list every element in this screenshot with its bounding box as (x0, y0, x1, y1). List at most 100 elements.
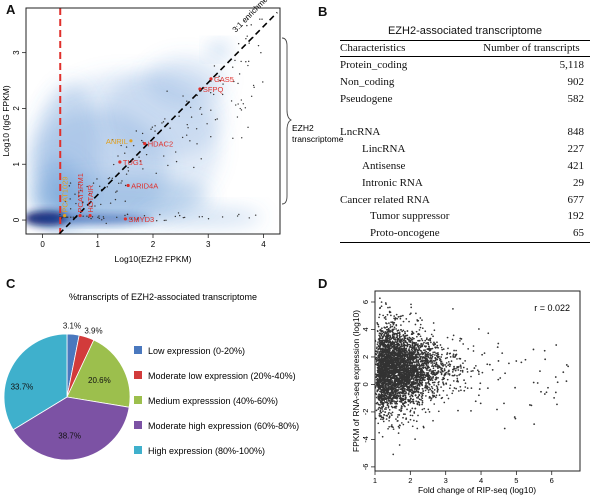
scatter-point-d (434, 359, 437, 362)
scatter-point-d (389, 340, 392, 342)
scatter-point (254, 214, 257, 216)
scatter-point-d (395, 405, 398, 408)
scatter-point-d (376, 364, 379, 367)
scatter-point-d (416, 380, 418, 383)
scatter-point-d (427, 353, 429, 356)
pie-label: 3.9% (84, 327, 102, 336)
scatter-point-d (470, 370, 473, 373)
scatter-point-d (383, 350, 385, 353)
scatter-point-d (446, 394, 448, 397)
scatter-point-d (437, 356, 439, 359)
gene-point (129, 139, 133, 143)
scatter-point (139, 160, 142, 162)
scatter-point-d (441, 348, 444, 351)
scatter-point-d (386, 374, 389, 377)
scatter-point-d (382, 336, 384, 338)
scatter-point-d (383, 326, 386, 329)
scatter-point-d (451, 338, 454, 341)
scatter-point (189, 140, 191, 142)
scatter-point-d (390, 354, 392, 357)
scatter-point-d (435, 376, 438, 379)
scatter-point-d (415, 368, 417, 371)
scatter-point-d (432, 335, 434, 338)
scatter-point-d (481, 371, 484, 374)
scatter-point-d (412, 332, 415, 335)
scatter-point-d (420, 352, 423, 354)
scatter-point (126, 213, 129, 215)
scatter-point-d (395, 395, 397, 398)
scatter-point (199, 108, 201, 110)
scatter-point (210, 109, 212, 111)
scatter-point-d (415, 388, 417, 390)
scatter-point (221, 216, 224, 218)
scatter-point-d (430, 389, 433, 392)
scatter-point-d (421, 393, 423, 396)
scatter-point-d (380, 374, 382, 377)
scatter-point-d (377, 369, 379, 372)
scatter-point-d (409, 344, 412, 347)
scatter-point-d (407, 356, 409, 359)
legend-swatch (134, 371, 142, 379)
scatter-point (124, 152, 126, 154)
legend-swatch (134, 421, 142, 429)
scatter-point-d (394, 381, 396, 383)
legend-label: Moderate high expression (60%-80%) (148, 421, 299, 431)
scatter-point-d (383, 388, 386, 390)
scatter-point (248, 217, 250, 219)
scatter-point-d (383, 333, 386, 336)
scatter-point (221, 93, 224, 96)
table-row (340, 107, 590, 124)
scatter-point-d (404, 332, 407, 335)
scatter-point-d (406, 373, 408, 376)
scatter-point-d (436, 386, 439, 389)
scatter-point-d (436, 387, 439, 390)
scatter-point-d (466, 368, 469, 370)
scatter-point-d (412, 360, 415, 363)
scatter-point-d (448, 369, 450, 372)
scatter-point-d (425, 364, 428, 367)
scatter-point-d (464, 386, 467, 388)
scatter-point-d (455, 353, 458, 356)
scatter-point-d (402, 329, 405, 332)
scatter-point-d (424, 379, 426, 381)
scatter-point-d (404, 330, 406, 333)
scatter-point-d (412, 384, 414, 386)
scatter-point-d (389, 347, 392, 350)
scatter-point-d (400, 324, 402, 326)
scatter-point-d (432, 396, 434, 398)
scatter-point-d (462, 366, 465, 369)
scatter-point-d (433, 392, 435, 394)
scatter-point-d (524, 358, 527, 361)
scatter-point-d (390, 391, 393, 394)
scatter-point-d (389, 402, 392, 405)
scatter-point-d (409, 369, 412, 371)
scatter-point-d (426, 348, 429, 350)
scatter-point-d (385, 394, 388, 397)
x-tick-label-d: 1 (373, 476, 377, 485)
scatter-point (88, 216, 90, 218)
scatter-point-d (418, 358, 421, 361)
scatter-point-d (435, 365, 437, 368)
x-tick-label: 0 (40, 240, 45, 249)
scatter-point-d (396, 337, 399, 340)
scatter-point (212, 93, 215, 96)
scatter-point-d (404, 337, 406, 339)
scatter-point-d (382, 410, 384, 412)
density-cloud (26, 42, 263, 234)
scatter-point-d (399, 386, 401, 389)
scatter-point-d (432, 365, 435, 368)
scatter-point (237, 103, 239, 105)
scatter-point (187, 127, 189, 129)
scatter-point-d (395, 328, 397, 330)
scatter-point-d (396, 377, 399, 379)
density-band (32, 213, 153, 224)
scatter-point-d (416, 427, 419, 430)
scatter-point-d (496, 346, 499, 349)
scatter-point (260, 52, 262, 54)
scatter-point-d (417, 414, 419, 417)
scatter-point-d (384, 389, 387, 392)
scatter-point (182, 216, 185, 219)
scatter-point-d (428, 397, 431, 399)
scatter-point-d (457, 380, 459, 383)
scatter-point (219, 79, 221, 82)
